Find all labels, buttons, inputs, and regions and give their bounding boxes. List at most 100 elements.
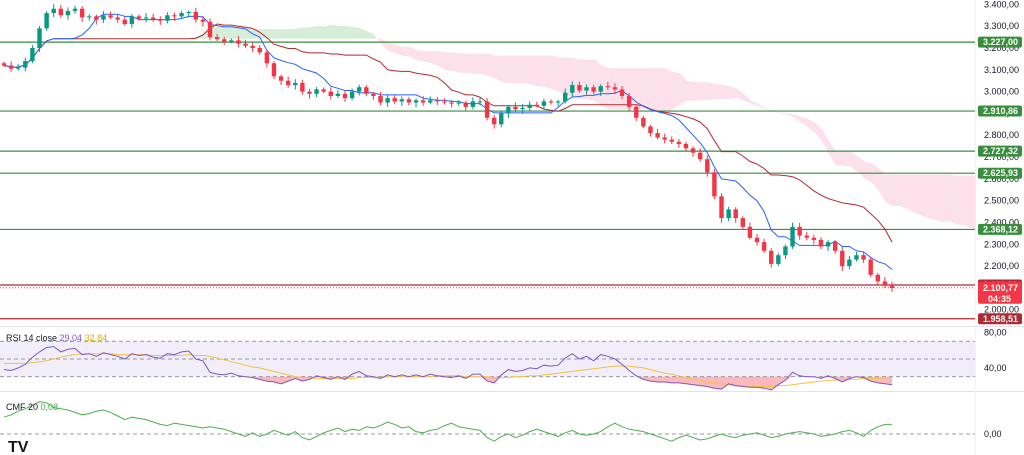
- candle-body[interactable]: [435, 100, 440, 102]
- candle-body[interactable]: [690, 148, 696, 153]
- candle-body[interactable]: [783, 246, 788, 256]
- candle-body[interactable]: [342, 93, 348, 99]
- candle-body[interactable]: [236, 40, 241, 44]
- candle-body[interactable]: [676, 141, 682, 144]
- candle-body[interactable]: [364, 87, 369, 94]
- candle-body[interactable]: [832, 242, 838, 251]
- candle-body[interactable]: [598, 86, 603, 92]
- candle-body[interactable]: [506, 106, 511, 114]
- candle-body[interactable]: [527, 104, 532, 108]
- candle-body[interactable]: [285, 80, 291, 86]
- candle-body[interactable]: [619, 89, 625, 96]
- candle-body[interactable]: [882, 281, 888, 286]
- candle-body[interactable]: [669, 139, 674, 142]
- candle-body[interactable]: [264, 52, 270, 64]
- candle-body[interactable]: [769, 250, 774, 264]
- candle-body[interactable]: [307, 91, 312, 94]
- candle-body[interactable]: [811, 237, 817, 240]
- candle-body[interactable]: [776, 255, 781, 264]
- candle-body[interactable]: [271, 63, 277, 77]
- candle-body[interactable]: [555, 101, 561, 103]
- candle-body[interactable]: [8, 65, 14, 69]
- candle-body[interactable]: [584, 87, 589, 91]
- candle-body[interactable]: [491, 117, 497, 125]
- candle-body[interactable]: [385, 98, 390, 103]
- candle-body[interactable]: [172, 15, 177, 17]
- candle-body[interactable]: [840, 250, 845, 267]
- candle-body[interactable]: [229, 40, 234, 42]
- candle-body[interactable]: [72, 8, 78, 11]
- candle-body[interactable]: [875, 274, 880, 282]
- candle-body[interactable]: [328, 91, 333, 96]
- candle-body[interactable]: [520, 107, 525, 110]
- candle-body[interactable]: [122, 19, 127, 24]
- candle-body[interactable]: [371, 93, 376, 96]
- candle-body[interactable]: [179, 13, 184, 17]
- candle-body[interactable]: [115, 17, 120, 20]
- candle-body[interactable]: [108, 15, 113, 18]
- candle-body[interactable]: [278, 76, 284, 81]
- candle-body[interactable]: [889, 285, 895, 288]
- candle-body[interactable]: [456, 102, 461, 104]
- candle-body[interactable]: [293, 82, 298, 86]
- candle-body[interactable]: [612, 87, 618, 90]
- candle-body[interactable]: [712, 172, 717, 197]
- candle-body[interactable]: [406, 99, 412, 103]
- candle-body[interactable]: [257, 47, 262, 53]
- candle-body[interactable]: [818, 239, 824, 247]
- candle-body[interactable]: [30, 47, 35, 62]
- candle-body[interactable]: [634, 106, 639, 118]
- candle-body[interactable]: [790, 226, 795, 247]
- candle-body[interactable]: [143, 17, 149, 19]
- candle-body[interactable]: [655, 133, 660, 138]
- candle-body[interactable]: [79, 8, 85, 18]
- candle-body[interactable]: [243, 43, 248, 46]
- candle-body[interactable]: [87, 16, 92, 18]
- candle-body[interactable]: [200, 19, 206, 22]
- candle-body[interactable]: [44, 13, 49, 29]
- rsi-legend[interactable]: RSI 14 close 29,04 32,84: [6, 333, 107, 343]
- candle-body[interactable]: [1, 63, 7, 66]
- candle-body[interactable]: [392, 98, 397, 102]
- candle-body[interactable]: [356, 87, 362, 92]
- candle-body[interactable]: [626, 95, 632, 107]
- candle-body[interactable]: [158, 19, 163, 21]
- candle-body[interactable]: [442, 101, 447, 103]
- candle-body[interactable]: [335, 93, 341, 96]
- candle-body[interactable]: [321, 89, 326, 92]
- candle-body[interactable]: [570, 85, 575, 93]
- candle-body[interactable]: [797, 226, 802, 236]
- candle-body[interactable]: [193, 11, 199, 20]
- candle-body[interactable]: [399, 99, 405, 102]
- candle-body[interactable]: [697, 152, 703, 160]
- candle-body[interactable]: [16, 67, 21, 69]
- candle-body[interactable]: [563, 92, 568, 102]
- candle-body[interactable]: [477, 101, 483, 103]
- candle-body[interactable]: [300, 82, 305, 92]
- candle-body[interactable]: [150, 17, 156, 20]
- candle-body[interactable]: [51, 8, 56, 14]
- candle-body[interactable]: [499, 113, 504, 125]
- candle-body[interactable]: [577, 85, 582, 91]
- candle-body[interactable]: [605, 86, 611, 88]
- candle-body[interactable]: [740, 218, 746, 227]
- candle-body[interactable]: [761, 242, 767, 251]
- candle-body[interactable]: [534, 104, 540, 106]
- candle-body[interactable]: [207, 21, 213, 38]
- candle-body[interactable]: [314, 89, 319, 94]
- candle-body[interactable]: [484, 101, 490, 118]
- candle-body[interactable]: [23, 61, 28, 68]
- candle-body[interactable]: [683, 143, 689, 149]
- candle-body[interactable]: [94, 16, 99, 20]
- candle-body[interactable]: [825, 242, 831, 247]
- candle-body[interactable]: [754, 237, 760, 243]
- candle-body[interactable]: [136, 16, 142, 19]
- candle-body[interactable]: [705, 159, 710, 173]
- candle-body[interactable]: [349, 91, 355, 99]
- candle-body[interactable]: [591, 87, 596, 92]
- candle-body[interactable]: [733, 209, 738, 219]
- candle-body[interactable]: [428, 100, 433, 103]
- candle-body[interactable]: [165, 15, 170, 21]
- candle-body[interactable]: [420, 100, 426, 103]
